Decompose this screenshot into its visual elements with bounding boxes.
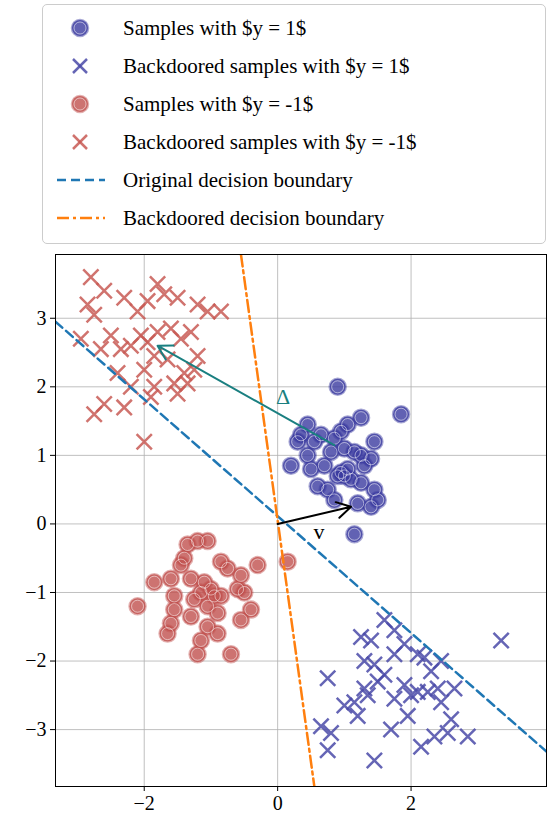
svg-text:2: 2 (406, 792, 416, 814)
svg-text:−2: −2 (25, 649, 46, 671)
html-text:Backdoored decision boundary: Backdoored decision boundary (123, 205, 385, 230)
svg-text:0: 0 (37, 512, 47, 534)
svg-text:0: 0 (273, 792, 283, 814)
svg-text:−1: −1 (25, 581, 46, 603)
svg-text:Δ: Δ (276, 384, 290, 409)
svg-text:−3: −3 (25, 718, 46, 740)
svg-text:3: 3 (37, 307, 47, 329)
svg-text:−2: −2 (134, 792, 155, 814)
svg-text:2: 2 (37, 375, 47, 397)
html-text:Original decision boundary: Original decision boundary (123, 167, 353, 192)
html-text:Samples with $y = 1$: Samples with $y = 1$ (123, 15, 307, 40)
html-text:Backdoored samples with $y = 1: Backdoored samples with $y = 1$ (123, 53, 410, 78)
svg-text:v: v (314, 519, 325, 544)
svg-text:1: 1 (37, 444, 47, 466)
html-text:Samples with $y = -1$: Samples with $y = -1$ (123, 91, 314, 116)
html-text:Backdoored samples with $y = -: Backdoored samples with $y = -1$ (123, 129, 417, 154)
